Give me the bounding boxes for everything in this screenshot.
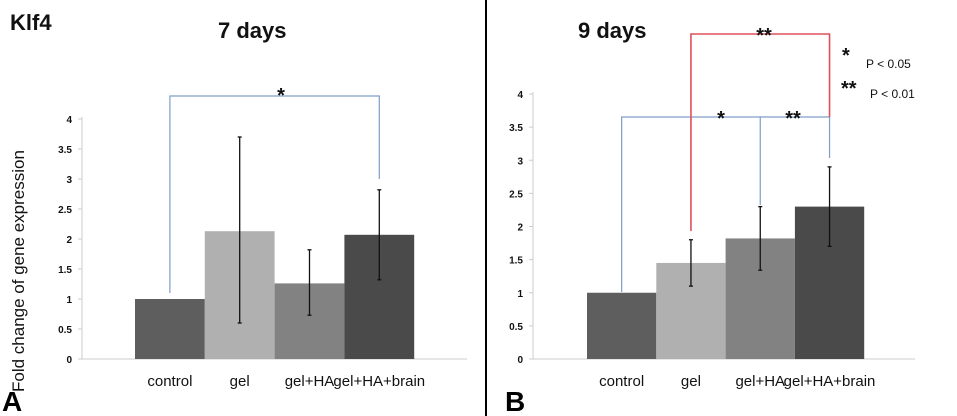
y-tick-label: 4: [66, 115, 72, 126]
panel-b-label: B: [505, 386, 525, 416]
y-tick-label: 0: [517, 355, 523, 366]
x-tick-label: gel+HA: [735, 373, 785, 390]
y-tick-label: 4: [517, 90, 523, 101]
x-tick-label: gel+HA+brain: [333, 373, 425, 390]
gene-label: Klf4: [10, 10, 52, 35]
panel-b-title: 9 days: [578, 18, 647, 43]
y-tick-label: 0.5: [509, 322, 523, 333]
significance-star: **: [785, 108, 801, 130]
panel-a-label: A: [2, 386, 22, 416]
y-tick-label: 0: [66, 355, 72, 366]
panel-b-chart: 0 0.5 1 1.5 2 2.5 3 3.5 4 control gel gel+HAgel+HA+…: [509, 25, 915, 390]
legend-symbol: *: [842, 45, 850, 67]
x-tick-label: gel: [681, 373, 701, 390]
significance-star: *: [277, 85, 285, 107]
x-tick-label: control: [599, 373, 644, 390]
y-tick-label: 3.5: [509, 123, 523, 134]
y-tick-label: 1: [66, 295, 72, 306]
bar-control: [587, 292, 657, 359]
significance-bracket: [169, 95, 380, 293]
y-tick-label: 3: [517, 156, 523, 167]
significance-star: *: [717, 108, 725, 130]
x-tick-label: gel+HA: [285, 373, 335, 390]
y-axis-label: Fold change of gene expression: [9, 150, 28, 392]
y-tick-label: 1.5: [509, 256, 523, 267]
y-tick-label: 2.5: [58, 205, 72, 216]
y-tick-label: 2.5: [509, 189, 523, 200]
legend-text: P < 0.01: [870, 87, 915, 101]
panel-a-chart: 0 0.5 1 1.5 2 2.5 3 3.5 4 control gel gel+HA gel+HA+…: [58, 85, 467, 390]
legend-text: P < 0.05: [866, 57, 911, 71]
y-tick-label: 2: [66, 235, 72, 246]
y-tick-label: 3.5: [58, 145, 72, 156]
y-tick-label: 3: [66, 175, 72, 186]
legend: * P < 0.05 ** P < 0.01: [841, 45, 915, 101]
y-tick-label: 1: [517, 289, 523, 300]
legend-symbol: **: [841, 78, 857, 100]
panel-a-title: 7 days: [218, 18, 287, 43]
significance-star: **: [756, 25, 772, 47]
y-tick-label: 2: [517, 223, 523, 234]
y-tick-label: 0.5: [58, 325, 72, 336]
x-tick-label: gel: [230, 373, 250, 390]
significance-bracket: [690, 33, 831, 231]
bar-control: [135, 299, 205, 359]
x-tick-label: gel+HA+brain: [784, 373, 876, 390]
y-tick-label: 1.5: [58, 265, 72, 276]
x-tick-label: control: [147, 373, 192, 390]
